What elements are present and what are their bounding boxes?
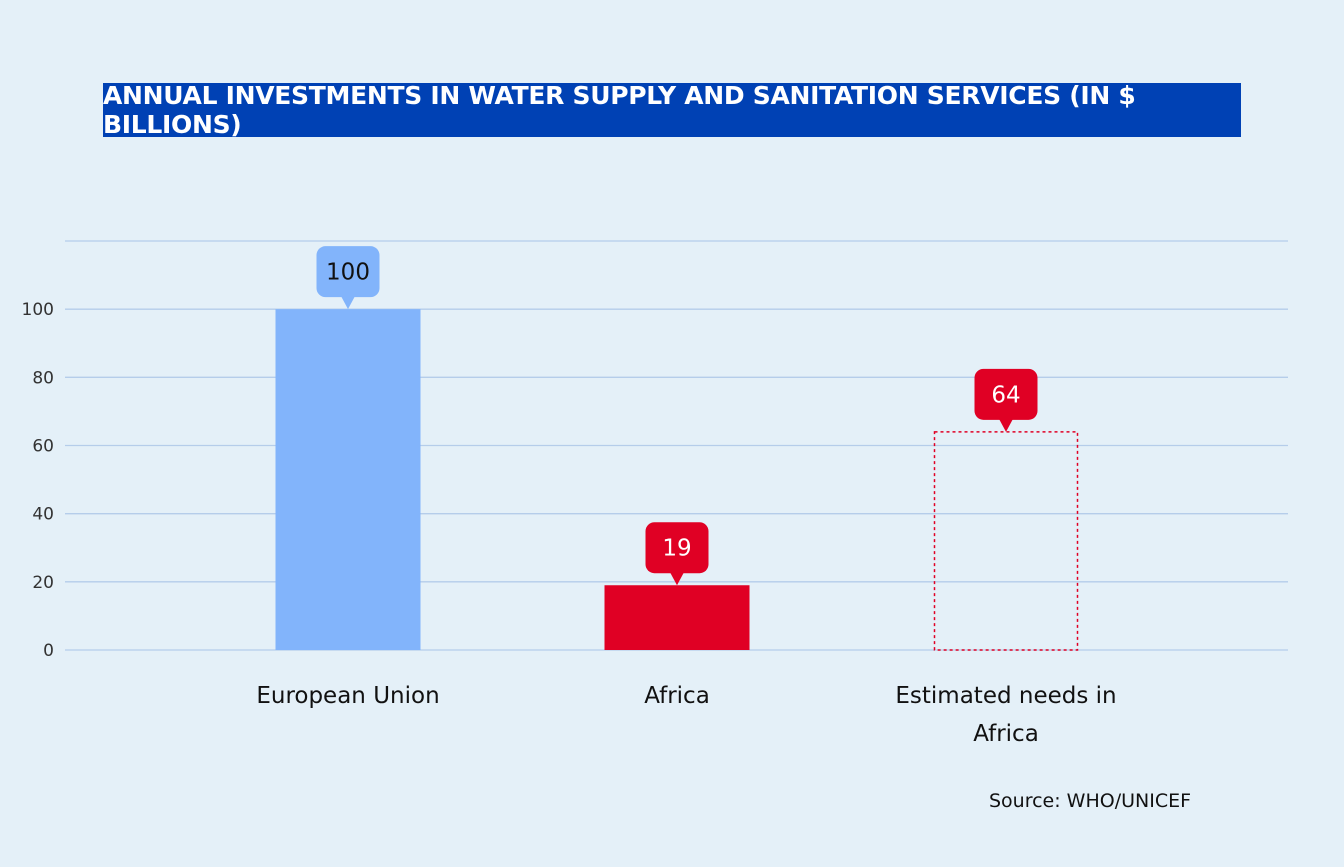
bar: [275, 309, 421, 650]
y-tick-label: 40: [32, 505, 54, 525]
x-tick-label: Estimated needs in: [895, 683, 1116, 709]
data-label: 19: [662, 536, 691, 562]
data-label: 64: [991, 382, 1020, 408]
chart-title: ANNUAL INVESTMENTS IN WATER SUPPLY AND S…: [103, 81, 1241, 139]
y-tick-label: 0: [43, 641, 54, 661]
callout-pointer: [341, 296, 355, 310]
y-tick-label: 80: [32, 368, 54, 388]
data-label-callout: [316, 246, 380, 298]
y-tick-label: 20: [32, 573, 54, 593]
bar-outline: [933, 431, 1079, 651]
callout-pointer: [670, 572, 684, 586]
x-tick-label: Africa: [644, 683, 710, 709]
callout-pointer: [999, 418, 1013, 432]
data-label-callout: [974, 368, 1038, 420]
x-tick-label: European Union: [256, 683, 439, 709]
y-tick-label: 100: [22, 300, 54, 320]
data-label-callout: [645, 522, 709, 574]
y-tick-label: 60: [32, 437, 54, 457]
x-tick-label: Africa: [973, 721, 1039, 747]
bar: [604, 585, 750, 650]
data-label: 100: [326, 260, 370, 286]
source-note: Source: WHO/UNICEF: [988, 790, 1192, 812]
